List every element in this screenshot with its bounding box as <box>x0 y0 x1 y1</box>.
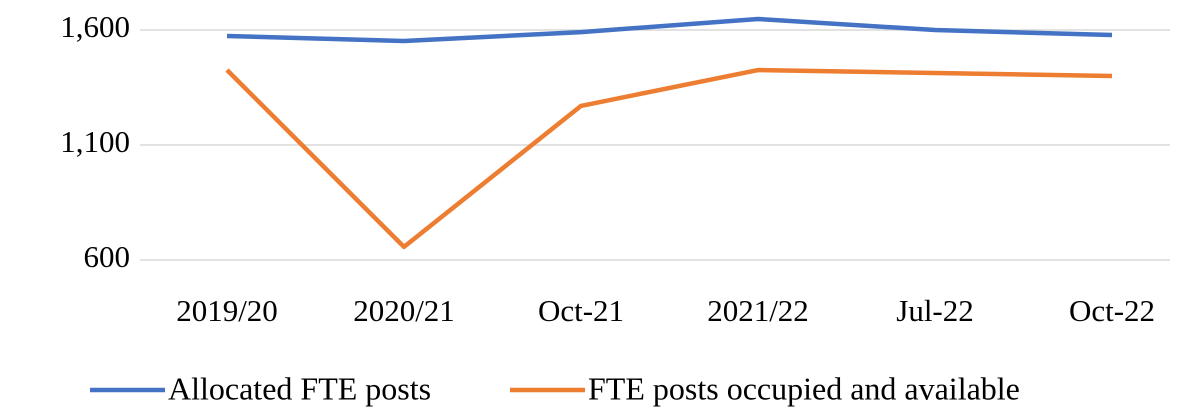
y-tick-label: 600 <box>84 239 131 274</box>
x-tick-label: Jul-22 <box>896 293 974 328</box>
x-tick-label: Oct-21 <box>538 293 624 328</box>
y-tick-label: 1,100 <box>60 124 130 159</box>
y-tick-label: 1,600 <box>60 9 130 44</box>
series-line <box>226 16 1113 44</box>
x-tick-label: 2019/20 <box>176 293 278 328</box>
legend-label: FTE posts occupied and available <box>588 370 1020 406</box>
x-tick-label: 2021/22 <box>707 293 809 328</box>
x-tick-label: Oct-22 <box>1069 293 1155 328</box>
series-line <box>225 67 1113 250</box>
legend-label: Allocated FTE posts <box>168 370 431 406</box>
x-tick-label: 2020/21 <box>353 293 455 328</box>
